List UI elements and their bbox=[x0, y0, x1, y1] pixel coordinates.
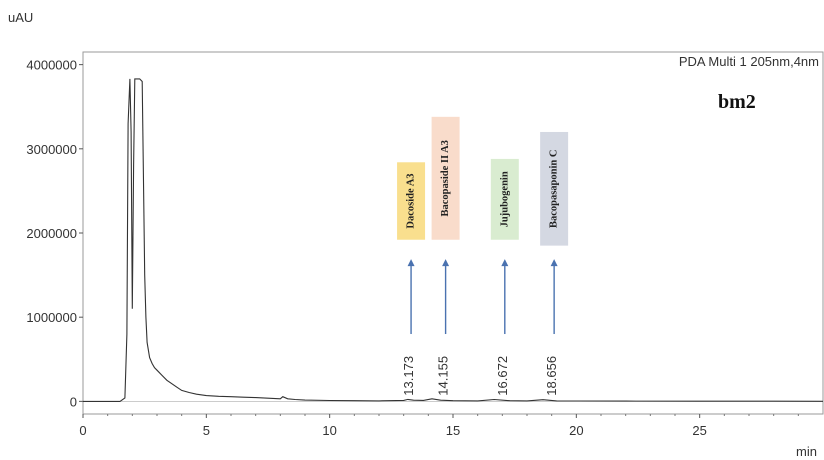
sample-label: bm2 bbox=[718, 91, 756, 113]
y-tick-label: 1000000 bbox=[26, 310, 77, 325]
peak-retention-label: 14.155 bbox=[436, 356, 451, 396]
y-tick-label: 3000000 bbox=[26, 142, 77, 157]
compound-arrow-head bbox=[501, 259, 509, 267]
x-tick-label: 0 bbox=[79, 423, 86, 438]
x-tick-label: 10 bbox=[322, 423, 336, 438]
y-tick-label: 0 bbox=[70, 394, 77, 409]
peak-retention-label: 18.656 bbox=[544, 356, 559, 396]
x-tick-label: 20 bbox=[569, 423, 583, 438]
peak-labels: 13.173 14.155 16.672 18.656 bbox=[401, 356, 559, 396]
y-axis-unit: uAU bbox=[8, 10, 33, 25]
x-axis-unit: min bbox=[796, 444, 817, 459]
compound-arrow-head bbox=[407, 259, 415, 267]
compound-name: Bacopasaponin C bbox=[549, 150, 560, 228]
y-tick-label: 4000000 bbox=[26, 58, 77, 73]
compound-arrow-head bbox=[442, 259, 450, 267]
compound-box bbox=[490, 158, 519, 240]
compound-box bbox=[540, 131, 569, 246]
compound-name: Jujubogenin bbox=[499, 171, 510, 227]
y-axis: 0 1000000 2000000 3000000 4000000 bbox=[26, 58, 83, 409]
series-line bbox=[83, 78, 824, 402]
compound-annotations: Dacoside A3 Bacopaside II A3 Jujubogenin Ba… bbox=[397, 116, 569, 246]
x-tick-label: 5 bbox=[203, 423, 210, 438]
x-axis: 0 5 10 15 20 25 bbox=[79, 401, 823, 438]
peak-retention-label: 16.672 bbox=[495, 356, 510, 396]
x-tick-label: 25 bbox=[692, 423, 706, 438]
compound-box bbox=[431, 116, 460, 240]
compound-name: Bacopaside II A3 bbox=[440, 140, 451, 216]
compound-name: Dacoside A3 bbox=[406, 173, 417, 228]
channel-label: PDA Multi 1 205nm,4nm bbox=[679, 54, 819, 69]
compound-arrows bbox=[407, 259, 558, 335]
compound-box bbox=[397, 162, 426, 240]
x-tick-label: 15 bbox=[446, 423, 460, 438]
peak-retention-label: 13.173 bbox=[401, 356, 416, 396]
y-tick-label: 2000000 bbox=[26, 226, 77, 241]
compound-arrow-head bbox=[550, 259, 558, 267]
